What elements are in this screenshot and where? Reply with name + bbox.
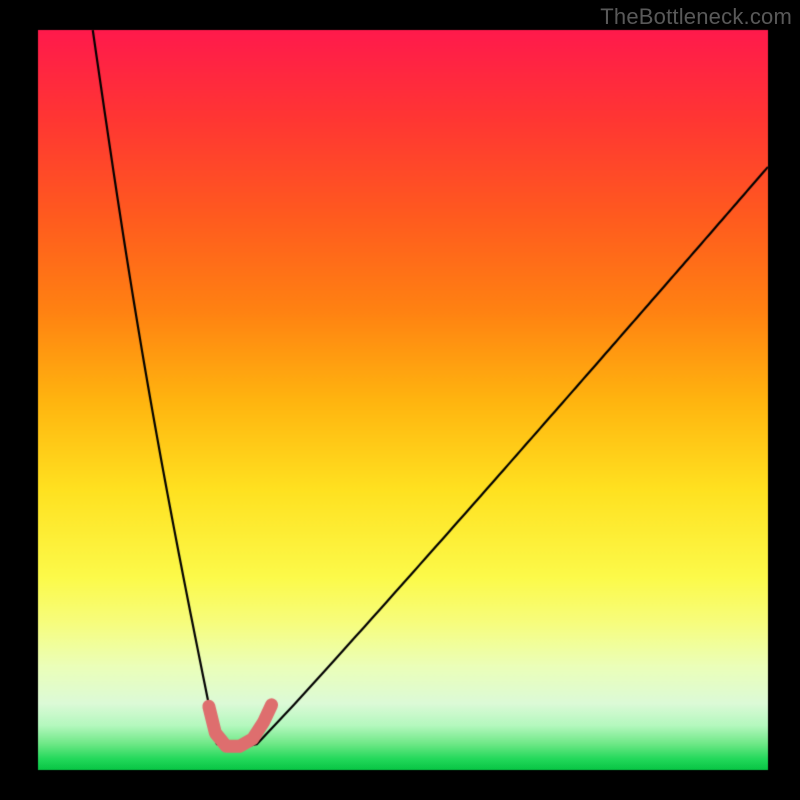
curve-layer — [0, 0, 800, 800]
watermark-text: TheBottleneck.com — [600, 4, 792, 30]
chart-container: TheBottleneck.com — [0, 0, 800, 800]
